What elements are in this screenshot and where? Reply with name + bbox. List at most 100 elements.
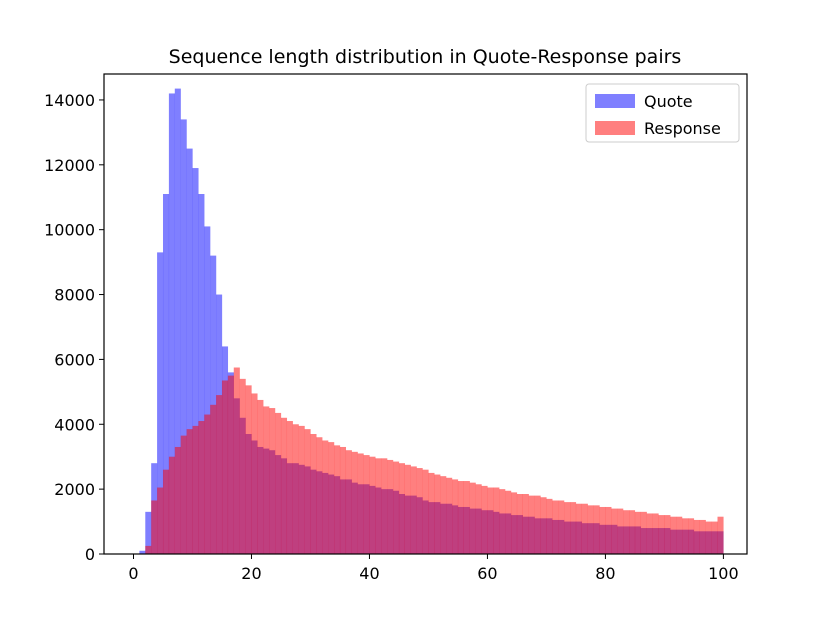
bar-response-96 (699, 519, 706, 554)
bar-response-59 (481, 485, 488, 554)
bar-response-37 (351, 451, 358, 554)
bar-response-35 (339, 446, 347, 554)
bar-response-76 (581, 503, 588, 554)
legend-label-quote: Quote (644, 92, 693, 111)
bar-response-36 (345, 450, 352, 554)
bar-response-3 (151, 500, 158, 554)
bar-response-39 (363, 455, 370, 554)
x-axis: 0 20 40 60 80 100 (128, 554, 739, 583)
bar-response-66 (522, 494, 529, 554)
bar-response-8 (180, 435, 187, 554)
bar-response-64 (511, 492, 518, 554)
bar-response-74 (570, 502, 577, 554)
bar-response-9 (186, 429, 193, 554)
bar-response-32 (322, 440, 329, 554)
bar-response-24 (275, 412, 282, 554)
bar-response-80 (605, 506, 612, 554)
legend-swatch-response (595, 121, 635, 135)
bar-response-54 (452, 479, 459, 554)
bar-response-90 (664, 515, 671, 554)
bar-response-75 (575, 503, 582, 554)
bar-response-81 (611, 508, 618, 554)
bar-response-5 (162, 469, 170, 554)
bar-response-30 (310, 434, 317, 554)
bar-response-71 (552, 500, 559, 554)
bar-response-17 (233, 367, 240, 554)
bar-response-58 (475, 484, 482, 554)
chart-title: Sequence length distribution in Quote-Re… (169, 46, 682, 68)
bar-response-83 (623, 510, 630, 554)
y-tick-label: 0 (85, 545, 95, 564)
bar-response-62 (499, 489, 506, 554)
y-tick-label: 10000 (44, 221, 95, 240)
bar-quote-12 (204, 226, 211, 554)
bar-response-7 (174, 446, 181, 554)
bar-response-44 (393, 461, 400, 554)
bar-response-57 (469, 482, 476, 554)
bar-response-49 (422, 469, 429, 554)
legend-label-response: Response (644, 119, 721, 138)
bar-response-16 (227, 375, 234, 554)
bar-response-2 (145, 545, 152, 554)
bar-response-52 (440, 476, 447, 554)
bar-response-33 (328, 442, 335, 554)
bar-response-67 (528, 495, 535, 554)
bar-response-13 (210, 404, 217, 554)
bar-response-95 (693, 519, 700, 554)
bar-quote-1 (139, 550, 146, 554)
bar-quote-2 (145, 511, 152, 554)
bar-response-91 (670, 516, 677, 554)
bar-response-89 (658, 515, 665, 554)
y-axis: 0 2000 4000 6000 8000 10000 12000 14000 (44, 91, 104, 564)
bar-response-98 (711, 521, 718, 554)
bar-response-60 (487, 487, 494, 554)
bar-response-93 (682, 518, 689, 554)
bar-response-14 (216, 395, 223, 554)
bar-response-51 (434, 474, 441, 554)
bar-response-65 (516, 494, 523, 554)
bar-response-15 (221, 380, 229, 554)
bar-response-48 (416, 468, 423, 554)
bar-response-10 (192, 425, 199, 554)
bar-response-12 (204, 414, 211, 554)
bar-response-63 (505, 490, 512, 554)
bar-response-18 (239, 378, 246, 554)
bar-quote-7 (174, 88, 181, 554)
x-tick-label: 100 (708, 564, 739, 583)
bar-response-11 (198, 421, 205, 554)
series-response (145, 367, 724, 554)
x-tick-label: 40 (359, 564, 379, 583)
bar-response-77 (587, 505, 594, 554)
bar-response-82 (617, 508, 624, 554)
bar-response-41 (375, 458, 382, 554)
bar-response-42 (381, 458, 388, 554)
bar-response-21 (257, 399, 264, 554)
bar-response-56 (463, 481, 470, 554)
bar-response-20 (251, 393, 258, 554)
bar-response-27 (292, 424, 299, 554)
bar-response-23 (269, 408, 276, 554)
bar-quote-4 (157, 252, 164, 554)
bar-response-43 (387, 459, 394, 554)
bar-response-78 (593, 505, 600, 554)
legend-swatch-quote (595, 94, 635, 108)
bar-response-79 (599, 506, 606, 554)
bar-response-61 (493, 487, 500, 554)
bar-response-55 (457, 481, 464, 554)
y-tick-label: 2000 (54, 480, 95, 499)
x-tick-label: 80 (595, 564, 615, 583)
bar-response-88 (652, 513, 659, 554)
bar-response-25 (280, 417, 288, 554)
bar-response-22 (263, 406, 270, 554)
bar-response-29 (304, 429, 311, 554)
bar-response-38 (357, 453, 364, 554)
bar-response-19 (245, 385, 252, 554)
bar-response-31 (316, 437, 323, 554)
bar-response-4 (157, 487, 164, 554)
bar-response-92 (676, 516, 683, 554)
bar-response-40 (369, 456, 376, 554)
bar-response-6 (168, 456, 175, 554)
bar-quote-10 (192, 168, 199, 555)
histogram-bars (139, 88, 724, 555)
